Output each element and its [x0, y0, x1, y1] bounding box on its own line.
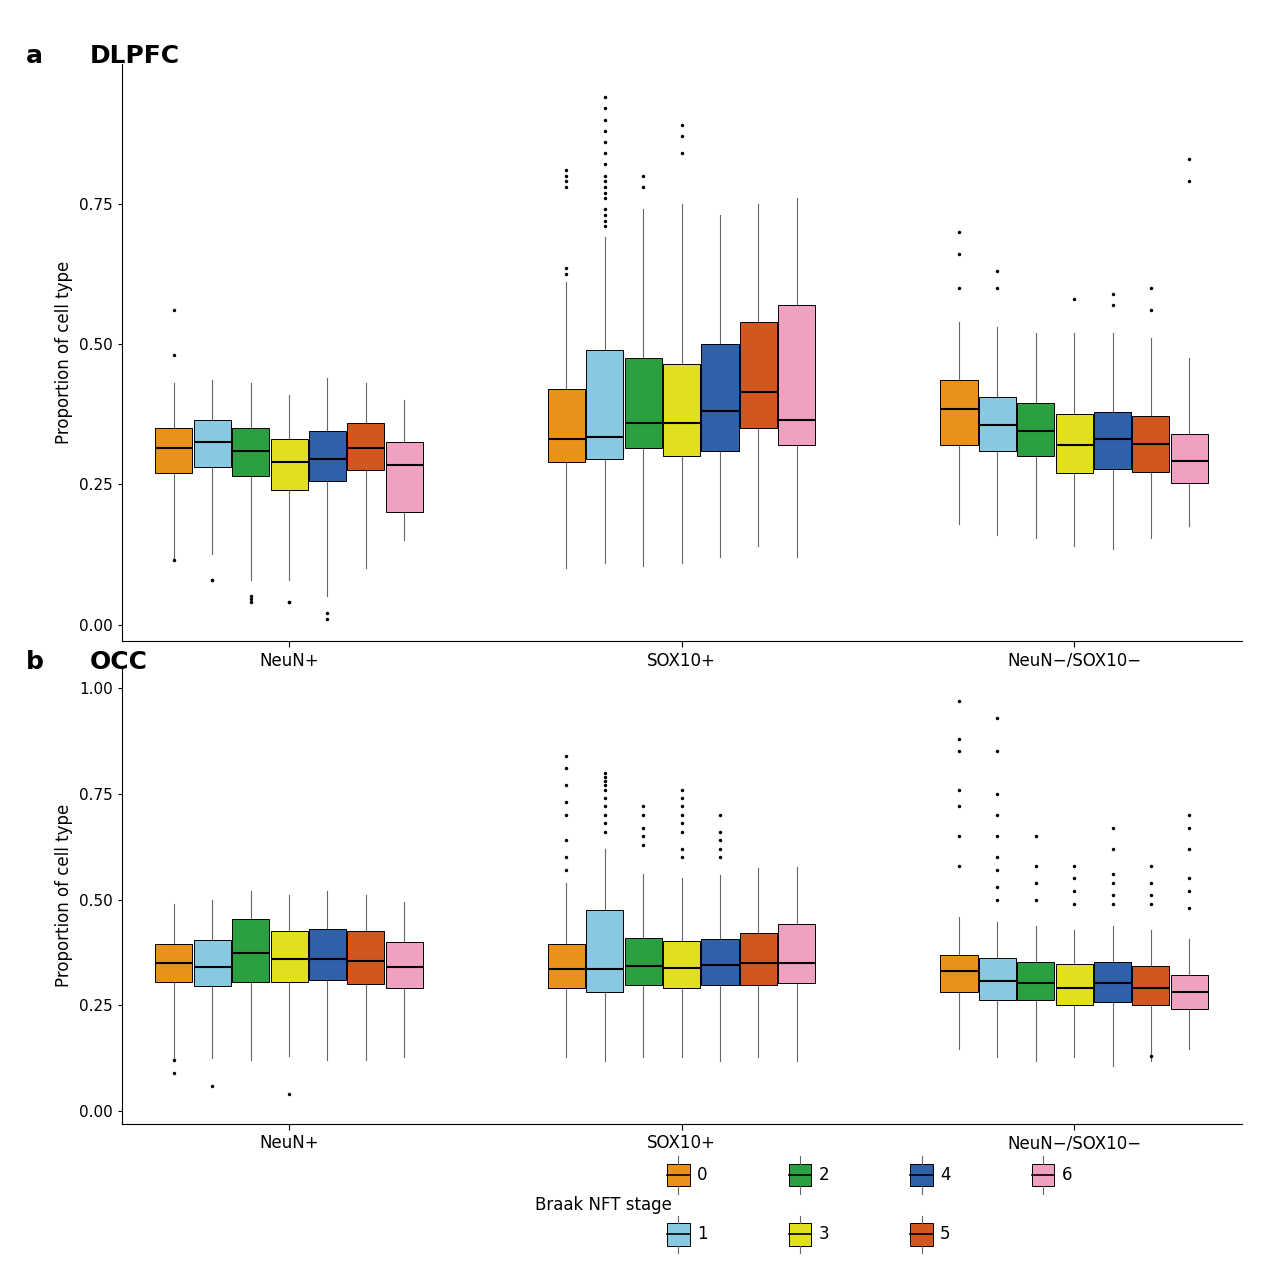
Bar [979, 398, 1016, 451]
Bar [347, 423, 384, 470]
Text: a: a [26, 44, 42, 69]
Bar [548, 944, 585, 988]
Text: 2: 2 [818, 1166, 829, 1184]
Bar [701, 939, 739, 986]
Bar [548, 389, 585, 462]
Bar [308, 431, 346, 481]
Bar [788, 1163, 812, 1186]
Text: DLPFC: DLPFC [90, 44, 179, 69]
Bar [347, 931, 384, 984]
Bar [586, 911, 623, 992]
Bar [1094, 963, 1132, 1002]
Bar [910, 1163, 933, 1186]
Bar [740, 933, 777, 986]
Text: b: b [26, 650, 44, 674]
Text: OCC: OCC [90, 650, 147, 674]
Bar [663, 363, 700, 456]
Bar [1133, 415, 1170, 472]
Bar [663, 941, 700, 988]
Bar [385, 942, 422, 988]
Text: 4: 4 [940, 1166, 951, 1184]
Bar [1018, 403, 1055, 456]
Bar [1056, 414, 1093, 472]
Bar [193, 940, 230, 987]
Bar [1133, 966, 1170, 1005]
Bar [308, 930, 346, 980]
Y-axis label: Proportion of cell type: Proportion of cell type [55, 804, 73, 987]
Bar [740, 321, 777, 428]
Bar [1171, 975, 1208, 1008]
Bar [667, 1223, 690, 1246]
Bar [941, 955, 978, 992]
Text: Braak NFT stage: Braak NFT stage [535, 1195, 672, 1214]
Bar [910, 1223, 933, 1246]
Bar [232, 428, 269, 476]
Bar [270, 439, 307, 490]
Bar [270, 931, 307, 982]
Text: 6: 6 [1061, 1166, 1073, 1184]
Text: 1: 1 [696, 1226, 708, 1243]
Bar [586, 349, 623, 458]
Bar [979, 958, 1016, 1001]
Bar [778, 925, 815, 983]
Bar [385, 442, 422, 512]
Text: 5: 5 [940, 1226, 951, 1243]
Bar [1094, 413, 1132, 469]
Bar [625, 358, 662, 448]
Text: 3: 3 [818, 1226, 829, 1243]
Bar [155, 428, 192, 472]
Text: 0: 0 [696, 1166, 708, 1184]
Bar [193, 420, 230, 467]
Bar [701, 344, 739, 451]
Bar [1056, 964, 1093, 1005]
Bar [232, 918, 269, 982]
Bar [788, 1223, 812, 1246]
Bar [155, 944, 192, 982]
Bar [941, 381, 978, 444]
Bar [1171, 434, 1208, 483]
Bar [625, 937, 662, 986]
Y-axis label: Proportion of cell type: Proportion of cell type [55, 260, 73, 444]
Bar [1032, 1163, 1055, 1186]
Bar [1018, 963, 1055, 1001]
Bar [667, 1163, 690, 1186]
Bar [778, 305, 815, 444]
